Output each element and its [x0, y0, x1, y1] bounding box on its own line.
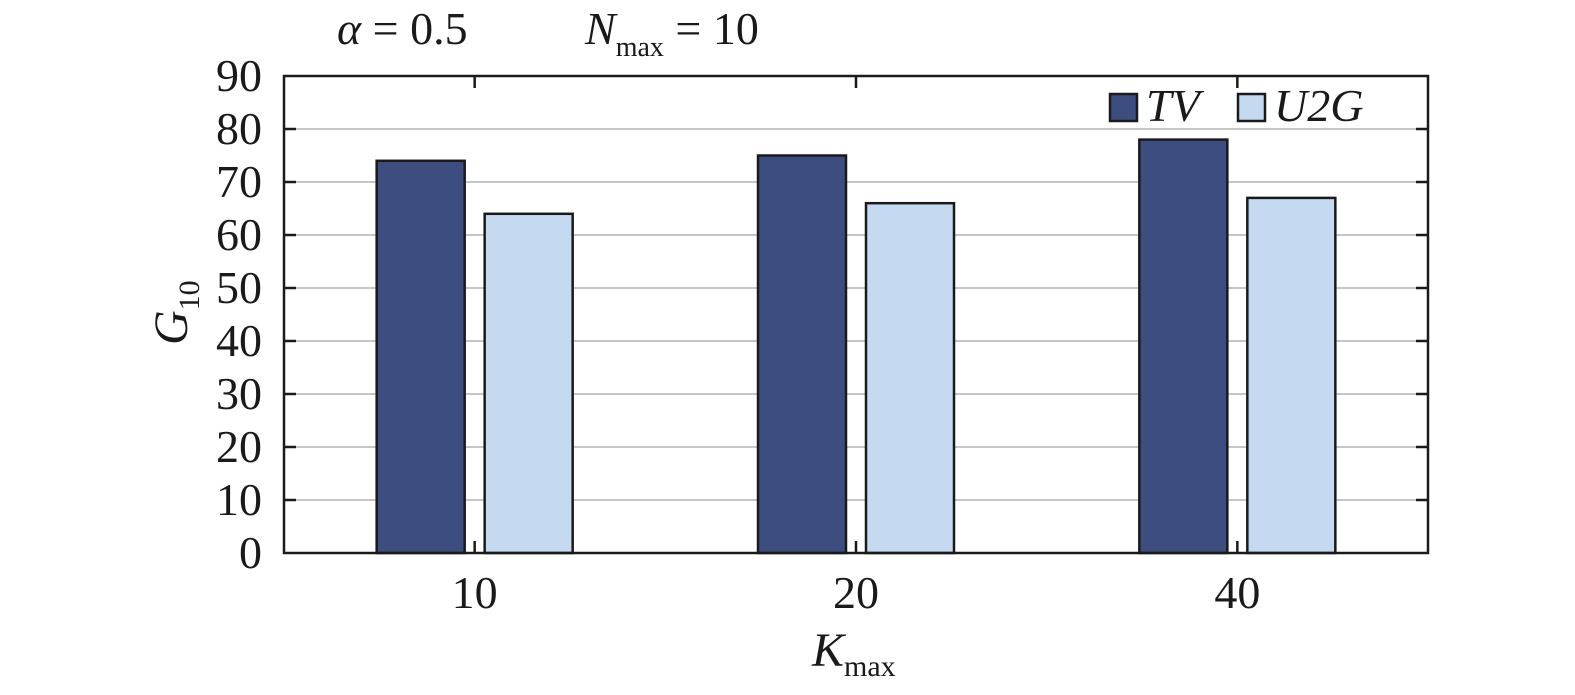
y-axis-label-main: G — [145, 310, 198, 345]
title-n-symbol: N — [584, 3, 618, 54]
y-tick-label: 0 — [239, 527, 262, 578]
title-alpha-value: = 0.5 — [361, 3, 467, 54]
legend-swatch-tv — [1108, 92, 1139, 123]
y-tick-label: 20 — [216, 421, 262, 472]
y-tick-label: 70 — [216, 156, 262, 207]
bar-u2g-40 — [1246, 196, 1337, 555]
x-axis-label-main: K — [811, 624, 847, 677]
x-axis-label: Kmax — [811, 624, 896, 683]
x-tick-labels: 10 20 40 — [452, 567, 1261, 618]
bar-u2g-20 — [864, 201, 956, 555]
y-tick-label: 80 — [216, 103, 262, 154]
x-axis-label-subscript: max — [844, 650, 896, 683]
title-n-subscript: max — [616, 32, 664, 63]
legend: TV U2G — [1108, 80, 1363, 131]
y-tick-label: 30 — [216, 368, 262, 419]
title-n-value: = 10 — [664, 3, 759, 54]
y-tick-label: 60 — [216, 209, 262, 260]
bar-tv-20 — [756, 154, 848, 555]
x-tick-label: 40 — [1214, 567, 1260, 618]
bar-u2g-10 — [483, 212, 574, 555]
x-tick-label: 10 — [452, 567, 498, 618]
y-tick-label: 10 — [216, 474, 262, 525]
y-tick-label: 90 — [216, 50, 262, 101]
x-tick-label: 20 — [833, 567, 879, 618]
legend-label-u2g: U2G — [1274, 80, 1363, 131]
bars — [375, 138, 1337, 555]
legend-label-tv: TV — [1146, 80, 1205, 131]
title-alpha-symbol: α — [337, 3, 362, 54]
grid-lines — [284, 128, 1428, 501]
bar-tv-40 — [1138, 138, 1229, 555]
axes-frame — [282, 74, 1430, 555]
y-tick-label: 40 — [216, 315, 262, 366]
chart-subtitle: Nmax = 10 — [584, 3, 759, 63]
legend-swatch-u2g — [1236, 92, 1267, 123]
y-axis-label: G10 — [145, 280, 206, 345]
bar-tv-10 — [375, 159, 466, 555]
y-tick-label: 50 — [216, 262, 262, 313]
y-axis-label-subscript: 10 — [173, 280, 206, 310]
chart-title: α = 0.5 — [337, 3, 468, 54]
